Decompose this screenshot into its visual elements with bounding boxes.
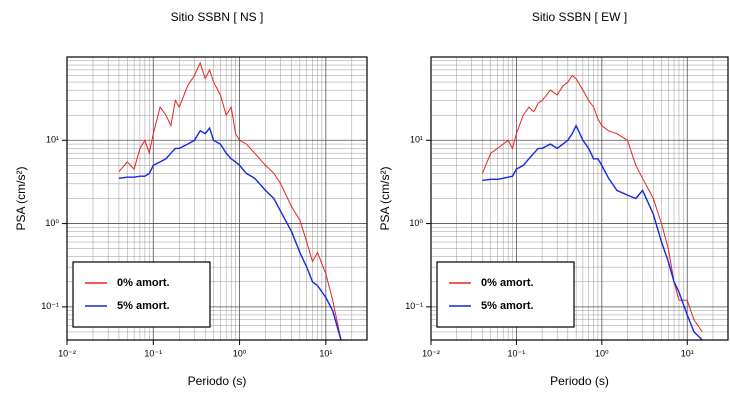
x-tick-label: 10⁰ xyxy=(595,348,609,358)
y-tick-label: 10⁰ xyxy=(45,218,59,228)
series-line xyxy=(481,74,703,333)
x-tick-label: 10¹ xyxy=(681,348,694,358)
x-axis-label: Periodo (s) xyxy=(550,374,609,388)
legend-label: 5% amort. xyxy=(481,300,534,312)
plot-frame xyxy=(430,56,729,341)
y-tick-label: 10⁰ xyxy=(409,218,423,228)
y-axis-label: PSA (cm/s²) xyxy=(14,166,28,230)
y-axis-label: PSA (cm/s²) xyxy=(378,166,392,230)
legend-label: 0% amort. xyxy=(117,277,170,289)
series-line xyxy=(482,123,703,341)
x-tick-label: 10⁻² xyxy=(58,348,76,358)
y-tick-label: 10¹ xyxy=(46,135,59,145)
x-tick-label: 10⁻¹ xyxy=(144,348,162,358)
y-tick-label: 10¹ xyxy=(410,135,423,145)
legend-label: 5% amort. xyxy=(117,300,170,312)
x-tick-label: 10⁰ xyxy=(233,348,247,358)
legend-label: 0% amort. xyxy=(481,277,534,289)
x-tick-label: 10⁻¹ xyxy=(508,348,526,358)
chart-title: Sitio SSBN [ NS ] xyxy=(171,10,264,24)
x-axis-label: Periodo (s) xyxy=(188,374,247,388)
series-line xyxy=(118,61,342,341)
y-tick-label: 10⁻¹ xyxy=(41,301,59,311)
chart-title: Sitio SSBN [ EW ] xyxy=(532,10,627,24)
series-line xyxy=(118,126,342,341)
x-tick-label: 10¹ xyxy=(319,348,332,358)
y-tick-label: 10⁻¹ xyxy=(405,301,423,311)
legend-box xyxy=(72,261,211,328)
x-tick-label: 10⁻² xyxy=(422,348,440,358)
plot-frame xyxy=(66,56,368,341)
legend-box xyxy=(436,261,575,328)
